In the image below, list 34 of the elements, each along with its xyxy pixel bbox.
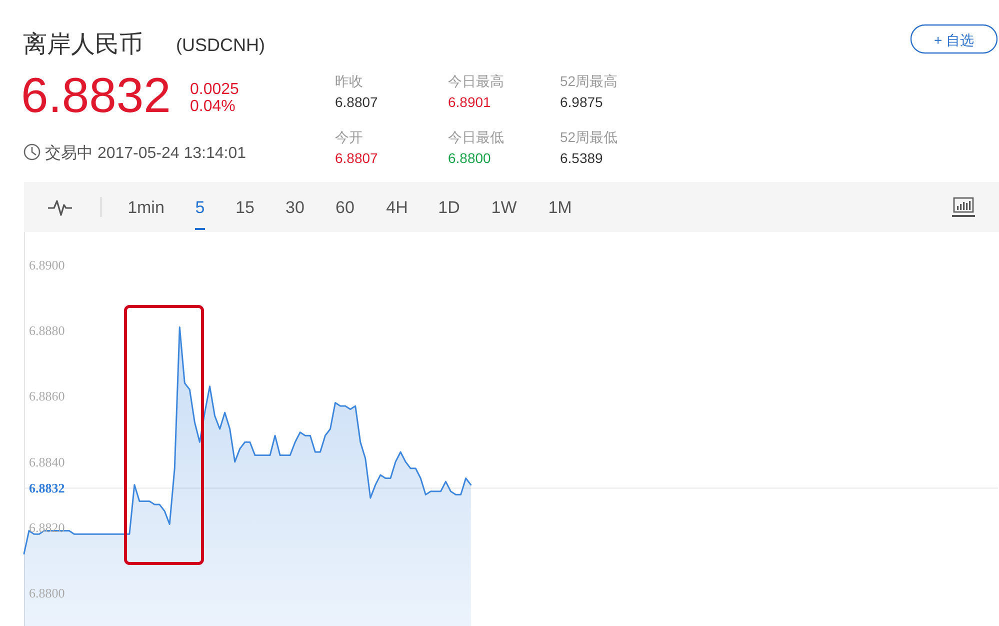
text: 6.5389 bbox=[560, 150, 604, 166]
y-tick-label: 6.8860 bbox=[29, 388, 65, 404]
text: 15 bbox=[236, 198, 254, 217]
text: 1D bbox=[438, 198, 460, 217]
text: 0.04% bbox=[190, 98, 236, 115]
text: 今日最低 bbox=[448, 129, 504, 145]
y-tick-label: 6.8840 bbox=[29, 454, 65, 470]
text: 离岸人民币 bbox=[23, 31, 143, 58]
text: 1min bbox=[128, 198, 164, 217]
text: 0.0025 bbox=[190, 81, 240, 98]
text: 52周最高 bbox=[560, 73, 618, 89]
text: 6.9875 bbox=[560, 94, 604, 110]
ref-line-label: 6.8832 bbox=[29, 480, 65, 496]
text: 30 bbox=[286, 198, 304, 217]
text: 1W bbox=[491, 198, 517, 217]
y-tick-label: 6.8900 bbox=[29, 257, 65, 272]
text: 6.8901 bbox=[448, 94, 492, 110]
text: 60 bbox=[336, 198, 354, 217]
text: 1M bbox=[548, 198, 572, 217]
text: 52周最低 bbox=[560, 129, 618, 145]
text: 6.8832 bbox=[21, 69, 171, 123]
text: 6.8800 bbox=[448, 150, 492, 166]
text: (USDCNH) bbox=[176, 35, 265, 55]
text: 今日最高 bbox=[448, 73, 504, 89]
y-tick-label: 6.8800 bbox=[29, 586, 65, 601]
text: 昨收 bbox=[335, 73, 363, 89]
button-add: + 自选 bbox=[910, 24, 998, 54]
text: 5 bbox=[195, 198, 205, 217]
y-tick-label: 6.8880 bbox=[29, 323, 65, 338]
text: 6.8807 bbox=[335, 94, 378, 110]
text: 6.8807 bbox=[335, 150, 378, 166]
text: 4H bbox=[386, 198, 408, 217]
text: 今开 bbox=[335, 129, 363, 145]
text: 交易中 2017-05-24 13:14:01 bbox=[45, 144, 246, 162]
